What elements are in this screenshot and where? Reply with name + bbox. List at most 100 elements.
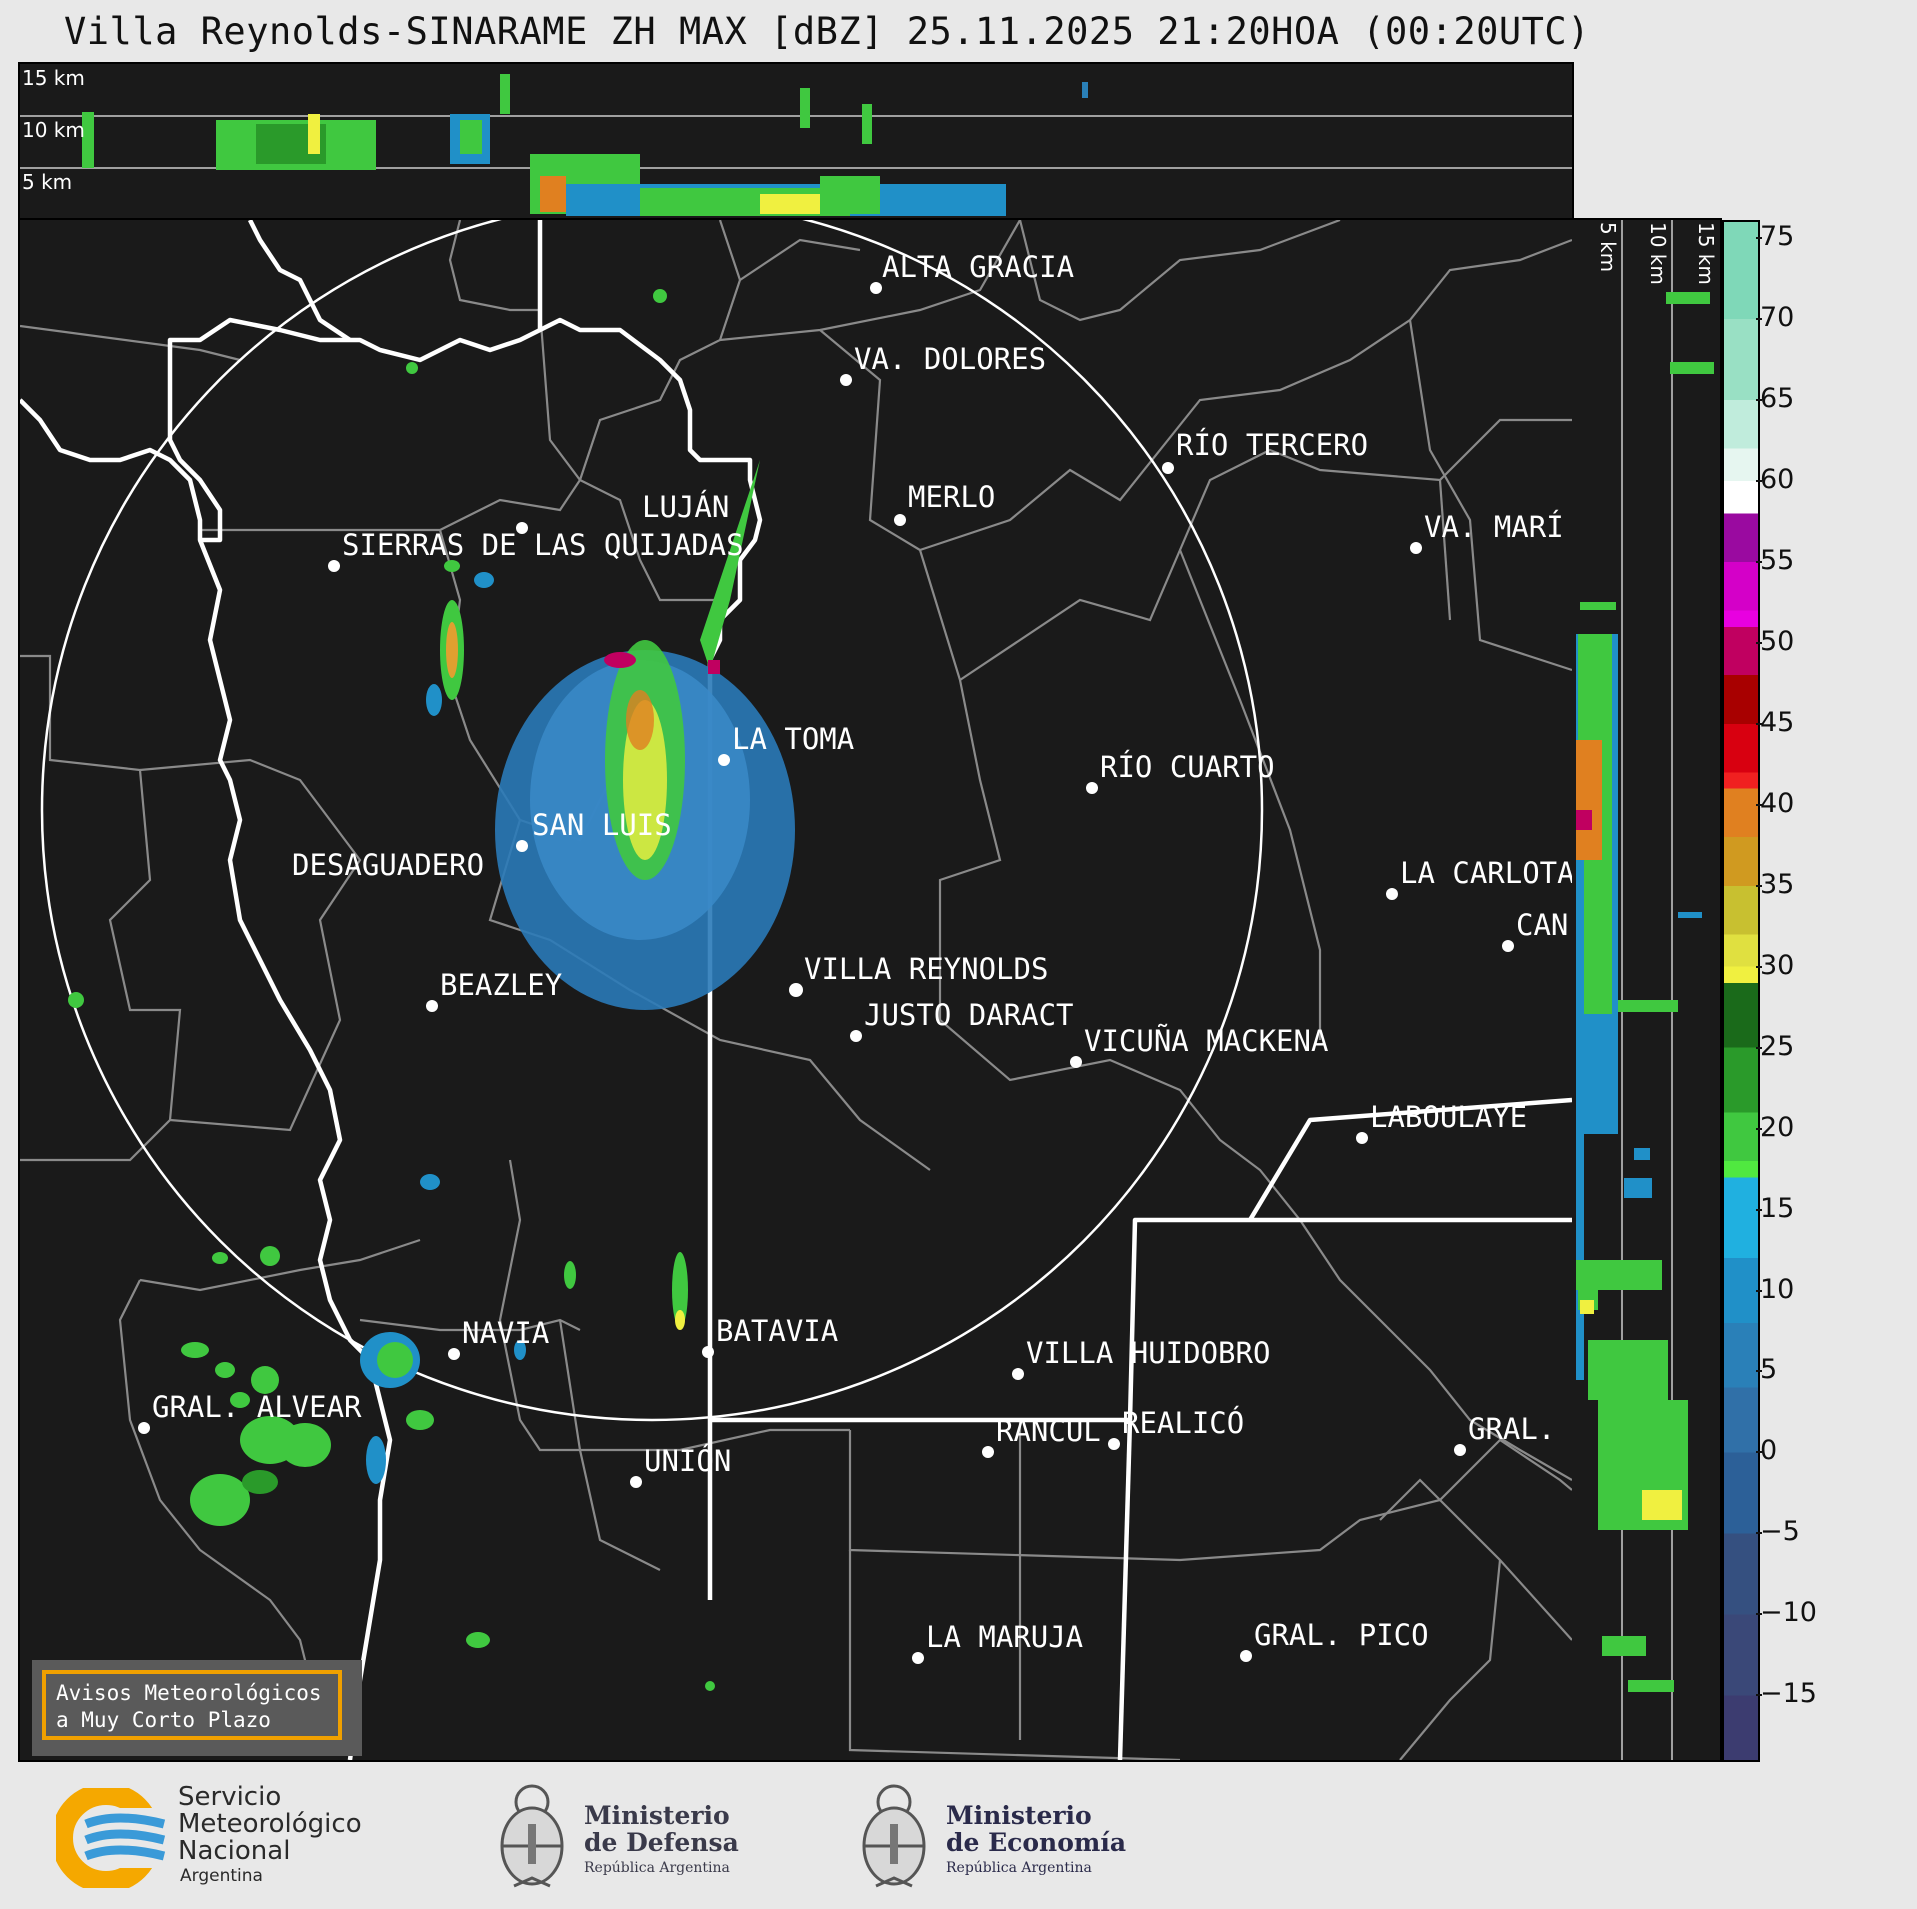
city-label: DESAGUADERO — [292, 848, 485, 882]
city-label: VA. DOLORES — [854, 342, 1047, 376]
colorbar-tick-mark — [1756, 1694, 1762, 1697]
colorbar-tick-mark — [1756, 237, 1762, 240]
city-label: LABOULAYE — [1370, 1100, 1528, 1134]
economia-shield-icon — [862, 1784, 926, 1888]
city-label: BEAZLEY — [440, 968, 563, 1002]
colorbar-tick-label: 35 — [1760, 868, 1795, 900]
colorbar-tick-label: 45 — [1760, 706, 1795, 738]
city-label: CAN — [1516, 908, 1569, 942]
city-label: BATAVIA — [716, 1314, 839, 1348]
city-label: REALICÓ — [1122, 1406, 1245, 1440]
colorbar-tick-mark — [1756, 722, 1762, 725]
colorbar-tick-mark — [1756, 1046, 1762, 1049]
colorbar-tick-label: 5 — [1760, 1354, 1778, 1386]
city-label: GRAL. PICO — [1254, 1618, 1429, 1652]
radar-map-svg — [20, 220, 1572, 1760]
city-label: UNIÓN — [644, 1444, 732, 1478]
city-label: VICUÑA MACKENA — [1084, 1024, 1329, 1058]
colorbar-tick-label: 60 — [1760, 464, 1795, 496]
city-label: RÍO TERCERO — [1176, 428, 1369, 462]
economia-line-1: Ministerio — [946, 1801, 1092, 1830]
colorbar-tick-label: 70 — [1760, 302, 1795, 334]
avisos-line-2: a Muy Corto Plazo — [56, 1708, 271, 1732]
top-alt-label-5km: 5 km — [22, 170, 73, 194]
colorbar-tick-label: 50 — [1760, 625, 1795, 657]
colorbar-tick-mark — [1756, 1127, 1762, 1130]
city-label: GRAL. ALVEAR — [152, 1390, 362, 1424]
city-label: LA MARUJA — [926, 1620, 1084, 1654]
map-title: Villa Reynolds-SINARAME ZH MAX [dBZ] 25.… — [64, 10, 1590, 53]
city-label: LA CARLOTA — [1400, 856, 1574, 890]
colorbar-tick-label: 25 — [1760, 1030, 1795, 1062]
economia-line-2: de Economía — [946, 1828, 1127, 1857]
colorbar-tick-mark — [1756, 318, 1762, 321]
city-label: GRAL. — [1468, 1412, 1556, 1446]
colorbar-tick-mark — [1756, 1289, 1762, 1292]
economia-line-3: República Argentina — [946, 1860, 1092, 1876]
radar-map-panel[interactable]: ALTA GRACIA VA. DOLORES RÍO TERCERO LUJÁ… — [18, 218, 1574, 1762]
economia-logo: Ministerio de Economía República Argenti… — [856, 1774, 1156, 1900]
defensa-line-2: de Defensa — [584, 1828, 739, 1857]
radar-echoes — [68, 289, 795, 1691]
colorbar-tick-mark — [1756, 399, 1762, 402]
colorbar-tick-mark — [1756, 641, 1762, 644]
top-alt-label-10km: 10 km — [22, 118, 85, 142]
colorbar-tick-label: 55 — [1760, 544, 1795, 576]
avisos-link[interactable]: Avisos Meteorológicos a Muy Corto Plazo — [42, 1670, 342, 1740]
colorbar-tick-label: 10 — [1760, 1273, 1795, 1305]
city-markers — [138, 282, 1514, 1664]
colorbar-tick-label: 40 — [1760, 787, 1795, 819]
city-label: RÍO CUARTO — [1100, 750, 1275, 784]
colorbar-tick-mark — [1756, 1532, 1762, 1535]
side-alt-label-10km: 10 km — [1646, 222, 1670, 285]
defensa-logo: Ministerio de Defensa República Argentin… — [494, 1774, 774, 1900]
side-alt-label-5km: 5 km — [1596, 222, 1620, 273]
avisos-line-1: Avisos Meteorológicos — [56, 1681, 322, 1705]
radar-range-circle — [40, 220, 1264, 1422]
colorbar-tick-mark — [1756, 1370, 1762, 1373]
avisos-box[interactable]: Avisos Meteorológicos a Muy Corto Plazo — [32, 1660, 362, 1756]
colorbar-tick-mark — [1756, 884, 1762, 887]
colorbar-tick-label: 30 — [1760, 949, 1795, 981]
colorbar-tick-label: 15 — [1760, 1192, 1795, 1224]
colorbar-tick-mark — [1756, 1451, 1762, 1454]
smn-line-1: Servicio — [178, 1782, 282, 1812]
city-label: SIERRAS DE LAS QUIJADAS — [342, 528, 744, 562]
top-alt-label-15km: 15 km — [22, 66, 85, 90]
city-label: JUSTO DARACT — [864, 998, 1074, 1032]
side-cross-section-svg — [1576, 220, 1714, 1760]
colorbar-tick-mark — [1756, 1208, 1762, 1211]
city-label: ALTA GRACIA — [882, 250, 1075, 284]
colorbar-tick-label: 20 — [1760, 1111, 1795, 1143]
colorbar-tick-mark — [1756, 965, 1762, 968]
colorbar-tick-label: 0 — [1760, 1435, 1778, 1467]
smn-line-4: Argentina — [180, 1866, 263, 1886]
side-alt-label-15km: 15 km — [1694, 222, 1718, 285]
department-boundaries — [20, 220, 1572, 1760]
smn-logo: Servicio Meteorológico Nacional Argentin… — [56, 1780, 396, 1890]
city-label: LA TOMA — [732, 722, 855, 756]
side-cross-section-panel: 5 km 10 km 15 km — [1572, 218, 1722, 1762]
defensa-shield-icon — [500, 1784, 564, 1888]
colorbar-tick-label: −15 — [1760, 1678, 1817, 1710]
smn-logo-icon — [56, 1788, 166, 1888]
colorbar-tick-label: 65 — [1760, 383, 1795, 415]
city-label: SAN LUIS — [532, 808, 672, 842]
city-label: VILLA REYNOLDS — [804, 952, 1049, 986]
colorbar-tick-label: 75 — [1760, 221, 1795, 253]
city-label: RANCUL — [996, 1414, 1101, 1448]
top-cross-section-svg — [20, 74, 1572, 216]
city-label: NAVIA — [462, 1316, 550, 1350]
colorbar-tick-label: −10 — [1760, 1597, 1817, 1629]
city-label: VILLA HUIDOBRO — [1026, 1336, 1271, 1370]
colorbar-tick-mark — [1756, 803, 1762, 806]
colorbar-tick-mark — [1756, 560, 1762, 563]
colorbar-tick-mark — [1756, 480, 1762, 483]
top-cross-section-panel: 15 km 10 km 5 km — [18, 62, 1574, 220]
smn-line-2: Meteorológico — [178, 1809, 362, 1839]
colorbar-tick-mark — [1756, 1613, 1762, 1616]
defensa-line-1: Ministerio — [584, 1801, 730, 1830]
city-label: LUJÁN — [642, 490, 730, 524]
smn-line-3: Nacional — [178, 1836, 291, 1866]
city-label: MERLO — [908, 480, 996, 514]
